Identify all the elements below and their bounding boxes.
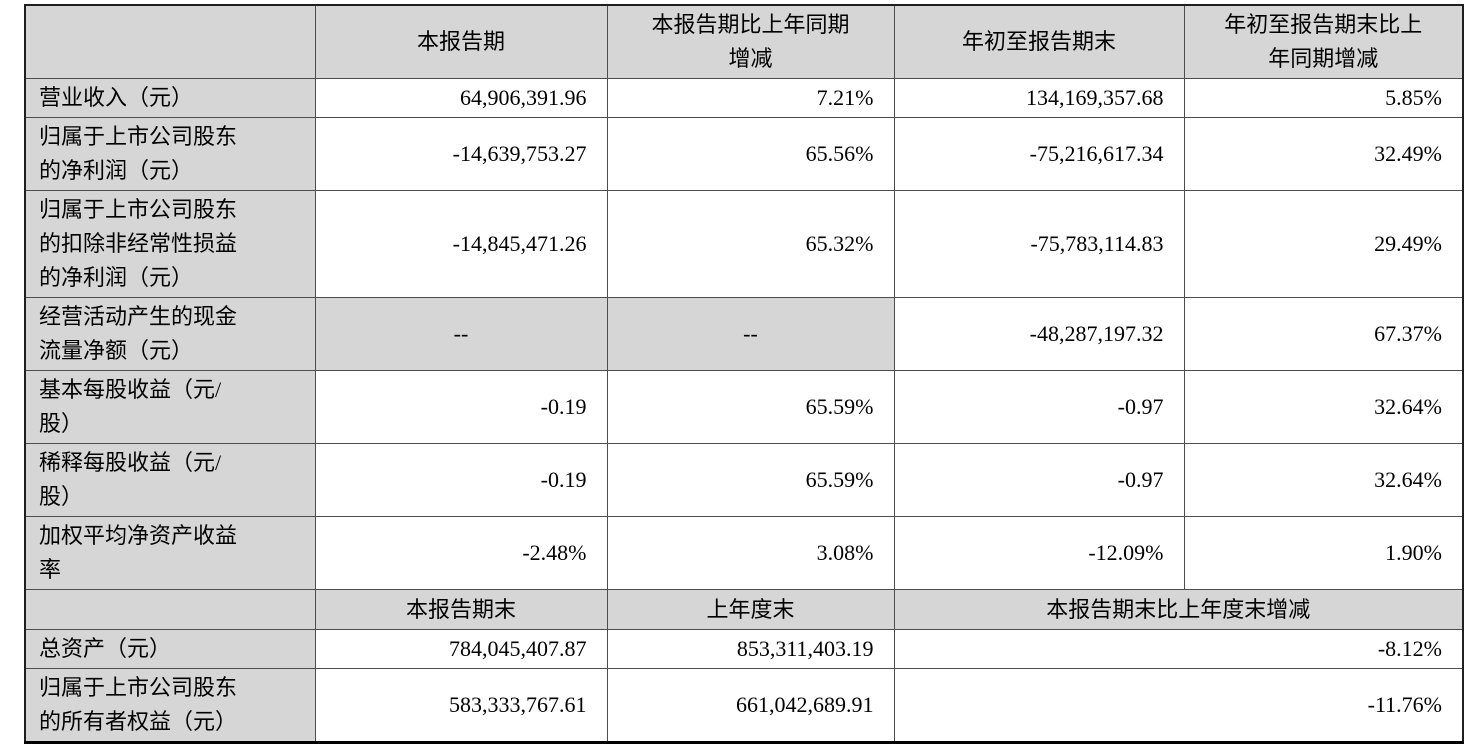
value-cell: 3.08% [606, 516, 895, 590]
row-label-basic-eps: 基本每股收益（元/ 股） [24, 370, 316, 444]
value-cell: 5.85% [1183, 78, 1464, 118]
value-cell: 32.64% [1183, 370, 1464, 444]
value-cell: 64,906,391.96 [314, 78, 608, 118]
value-cell: 32.64% [1183, 443, 1464, 517]
value-cell: -12.09% [893, 516, 1185, 590]
value-cell: 134,169,357.68 [893, 78, 1185, 118]
table-row: 稀释每股收益（元/ 股） -0.19 65.59% -0.97 32.64% [24, 443, 1464, 517]
header-current-period: 本报告期 [314, 4, 608, 79]
value-cell: 1.90% [1183, 516, 1464, 590]
value-cell: -0.97 [893, 370, 1185, 444]
value-cell: 67.37% [1183, 297, 1464, 371]
table-row: 归属于上市公司股东 的扣除非经常性损益 的净利润（元） -14,845,471.… [24, 190, 1464, 298]
header-ytd-yoy: 年初至报告期末比上 年同期增减 [1183, 4, 1464, 79]
value-cell: -0.97 [893, 443, 1185, 517]
value-cell: -11.76% [893, 668, 1464, 743]
row-label-revenue: 营业收入（元） [24, 78, 316, 118]
value-cell: 29.49% [1183, 190, 1464, 298]
value-cell: 853,311,403.19 [606, 629, 895, 669]
value-cell: 65.59% [606, 443, 895, 517]
value-cell: 784,045,407.87 [314, 629, 608, 669]
value-cell: -14,639,753.27 [314, 117, 608, 191]
value-cell: 661,042,689.91 [606, 668, 895, 743]
table-row: 总资产（元） 784,045,407.87 853,311,403.19 -8.… [24, 629, 1464, 669]
value-cell: -0.19 [314, 370, 608, 444]
row-label-weighted-avg-roe: 加权平均净资产收益 率 [24, 516, 316, 590]
financial-summary-table: 本报告期 本报告期比上年同期 增减 年初至报告期末 年初至报告期末比上 年同期增… [24, 4, 1464, 744]
row-label-diluted-eps: 稀释每股收益（元/ 股） [24, 443, 316, 517]
value-cell: -75,783,114.83 [893, 190, 1185, 298]
corner-cell [24, 4, 316, 79]
table-row: 归属于上市公司股东 的所有者权益（元） 583,333,767.61 661,0… [24, 668, 1464, 743]
section1-header-row: 本报告期 本报告期比上年同期 增减 年初至报告期末 年初至报告期末比上 年同期增… [24, 4, 1464, 79]
value-cell: 32.49% [1183, 117, 1464, 191]
table-row: 加权平均净资产收益 率 -2.48% 3.08% -12.09% 1.90% [24, 516, 1464, 590]
value-cell: -75,216,617.34 [893, 117, 1185, 191]
value-cell: -48,287,197.32 [893, 297, 1185, 371]
value-cell: 65.32% [606, 190, 895, 298]
row-label-net-profit: 归属于上市公司股东 的净利润（元） [24, 117, 316, 191]
value-cell: 583,333,767.61 [314, 668, 608, 743]
value-cell: -- [606, 297, 895, 371]
corner-cell [24, 589, 316, 630]
value-cell: -14,845,471.26 [314, 190, 608, 298]
value-cell: 7.21% [606, 78, 895, 118]
value-cell: -8.12% [893, 629, 1464, 669]
row-label-operating-cash-flow: 经营活动产生的现金 流量净额（元） [24, 297, 316, 371]
value-cell: 65.56% [606, 117, 895, 191]
header-period-end-vs-last-year-end: 本报告期末比上年度末增减 [893, 589, 1464, 630]
header-last-year-end: 上年度末 [606, 589, 895, 630]
row-label-total-assets: 总资产（元） [24, 629, 316, 669]
table-row: 营业收入（元） 64,906,391.96 7.21% 134,169,357.… [24, 78, 1464, 118]
value-cell: -2.48% [314, 516, 608, 590]
value-cell: 65.59% [606, 370, 895, 444]
header-period-end: 本报告期末 [314, 589, 608, 630]
row-label-equity: 归属于上市公司股东 的所有者权益（元） [24, 668, 316, 743]
header-ytd: 年初至报告期末 [893, 4, 1185, 79]
header-current-period-yoy: 本报告期比上年同期 增减 [606, 4, 895, 79]
value-cell: -- [314, 297, 608, 371]
section2-header-row: 本报告期末 上年度末 本报告期末比上年度末增减 [24, 589, 1464, 630]
table-row: 归属于上市公司股东 的净利润（元） -14,639,753.27 65.56% … [24, 117, 1464, 191]
row-label-net-profit-excl-nonrecurring: 归属于上市公司股东 的扣除非经常性损益 的净利润（元） [24, 190, 316, 298]
table-row: 经营活动产生的现金 流量净额（元） -- -- -48,287,197.32 6… [24, 297, 1464, 371]
table-row: 基本每股收益（元/ 股） -0.19 65.59% -0.97 32.64% [24, 370, 1464, 444]
value-cell: -0.19 [314, 443, 608, 517]
